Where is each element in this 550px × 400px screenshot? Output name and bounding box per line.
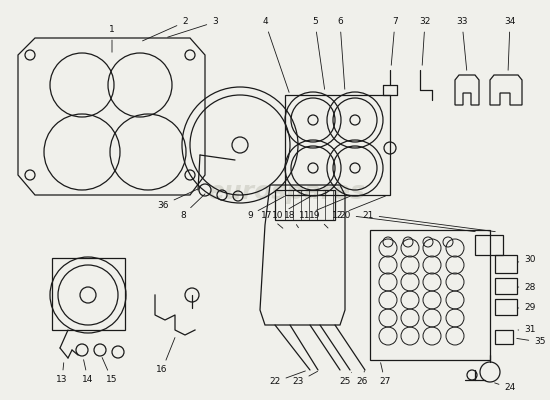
Text: 35: 35 xyxy=(517,338,546,346)
Text: 28: 28 xyxy=(518,284,536,292)
Text: 18: 18 xyxy=(284,210,299,228)
Text: 6: 6 xyxy=(337,18,345,89)
Text: 17: 17 xyxy=(261,210,283,228)
Text: 2: 2 xyxy=(142,18,188,41)
Text: 23: 23 xyxy=(292,371,317,386)
Text: 30: 30 xyxy=(518,256,536,264)
Text: eurospares: eurospares xyxy=(207,180,365,204)
Text: 4: 4 xyxy=(262,18,289,92)
Text: 8: 8 xyxy=(180,194,205,220)
Text: 36: 36 xyxy=(157,189,197,210)
Text: 21: 21 xyxy=(362,210,495,232)
Text: 33: 33 xyxy=(456,18,468,70)
Text: 31: 31 xyxy=(518,326,536,334)
Text: 12: 12 xyxy=(332,196,386,220)
Text: 14: 14 xyxy=(82,360,94,384)
Text: 20: 20 xyxy=(339,210,475,232)
Text: 16: 16 xyxy=(156,338,175,374)
Text: 26: 26 xyxy=(356,371,368,386)
Text: 15: 15 xyxy=(102,358,118,384)
Text: 5: 5 xyxy=(312,18,324,89)
Text: 25: 25 xyxy=(339,372,351,386)
Text: 9: 9 xyxy=(247,196,284,220)
Text: 22: 22 xyxy=(270,371,305,386)
Text: 7: 7 xyxy=(391,18,398,65)
Text: 10: 10 xyxy=(272,196,311,220)
Text: 3: 3 xyxy=(168,18,218,37)
Text: 1: 1 xyxy=(109,26,115,52)
Text: 34: 34 xyxy=(504,18,516,70)
Text: 24: 24 xyxy=(494,383,516,392)
Text: 29: 29 xyxy=(518,304,536,312)
Text: 27: 27 xyxy=(379,363,390,386)
Text: 19: 19 xyxy=(309,210,328,228)
Text: 32: 32 xyxy=(419,18,431,65)
Text: 13: 13 xyxy=(56,363,68,384)
Text: 11: 11 xyxy=(299,196,350,220)
